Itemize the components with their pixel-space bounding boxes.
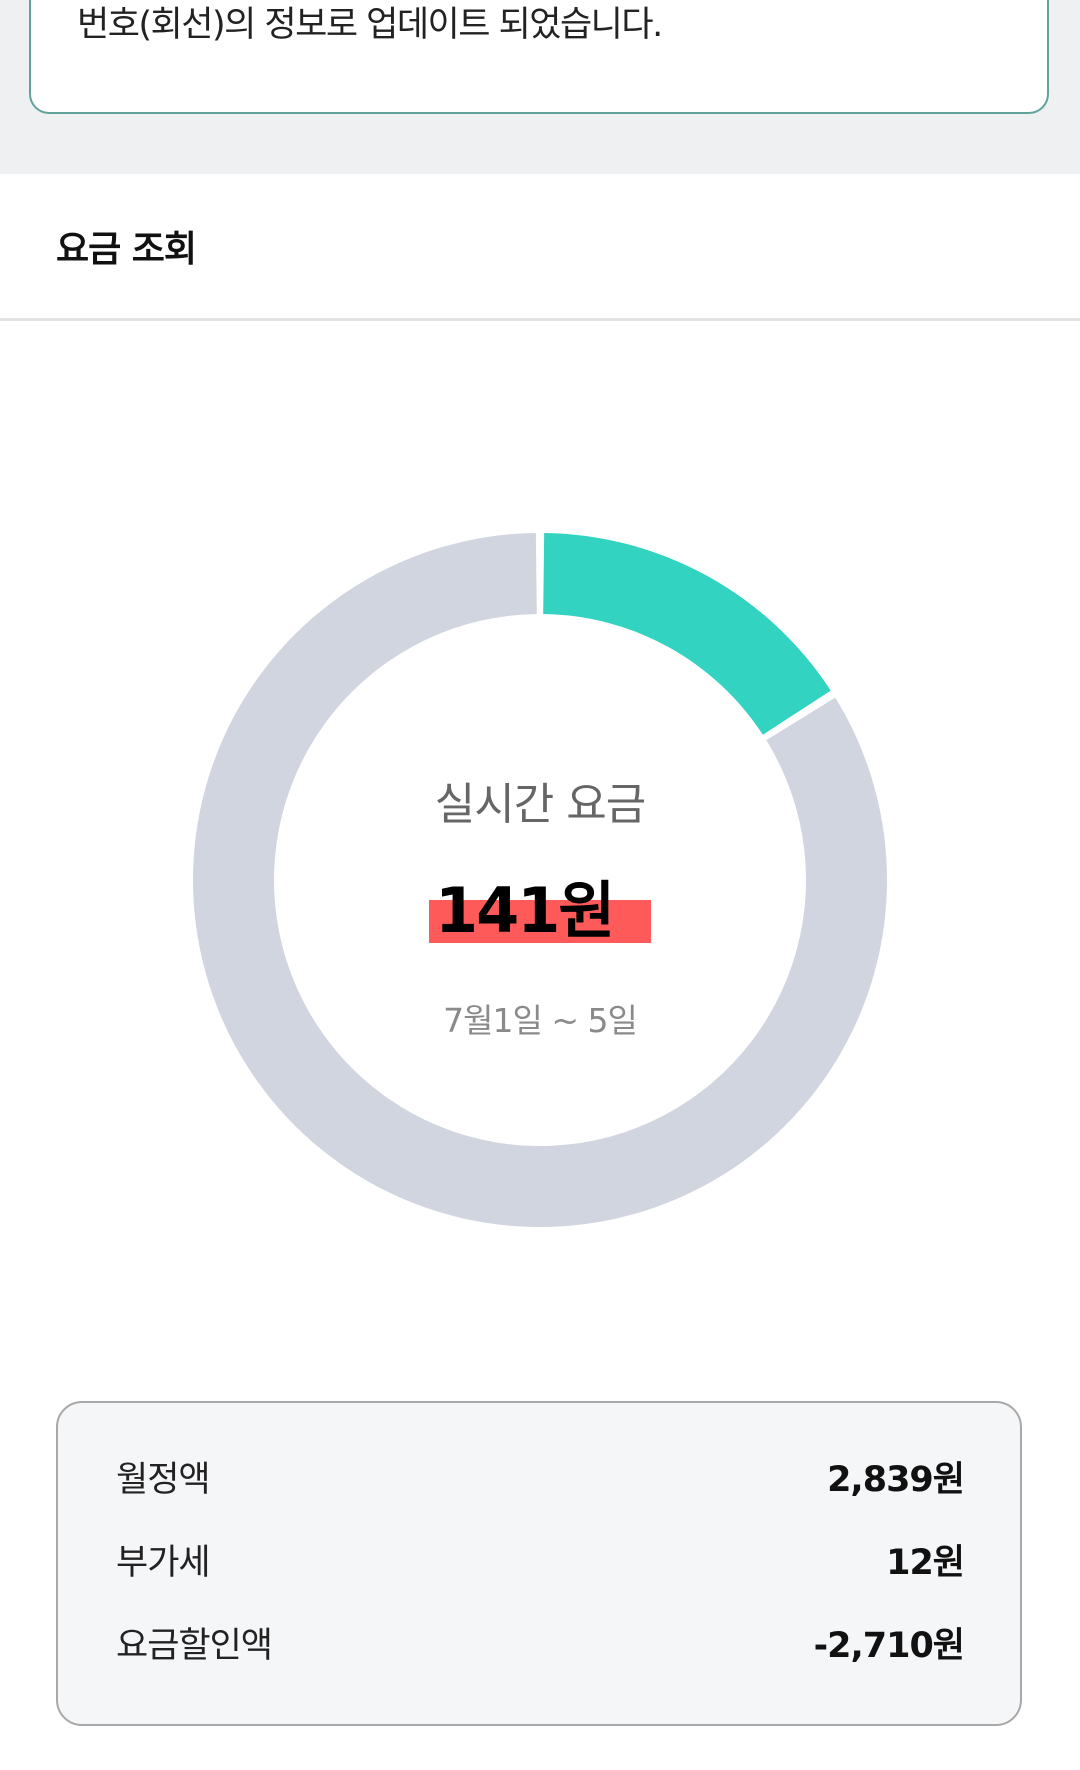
donut-segment-used [543,533,831,735]
row-value: 2,839원 [827,1460,965,1500]
row-value: -2,710원 [813,1626,965,1666]
notice-card: 번호(회선)의 정보로 업데이트 되었습니다. [29,0,1049,114]
usage-donut-chart [193,533,888,1227]
amount-value: 141원 [435,874,615,947]
row-value: 12원 [886,1543,965,1583]
summary-row-discount: 요금할인액 -2,710원 [116,1617,965,1667]
divider [0,318,1080,321]
realtime-fee-label: 실시간 요금 [434,779,646,830]
row-label: 부가세 [116,1543,211,1583]
row-label: 월정액 [116,1460,211,1500]
fee-summary-card: 월정액 2,839원 부가세 12원 요금할인액 -2,710원 [56,1401,1022,1726]
summary-row-vat: 부가세 12원 [116,1534,965,1584]
summary-row-monthly: 월정액 2,839원 [116,1451,965,1501]
amount-highlight [429,900,651,943]
realtime-fee-amount: 141원 [429,860,651,947]
row-label: 요금할인액 [116,1626,273,1666]
billing-period: 7월1일 ~ 5일 [443,1001,638,1040]
section-title: 요금 조회 [56,229,197,270]
notice-text: 번호(회선)의 정보로 업데이트 되었습니다. [77,5,663,45]
